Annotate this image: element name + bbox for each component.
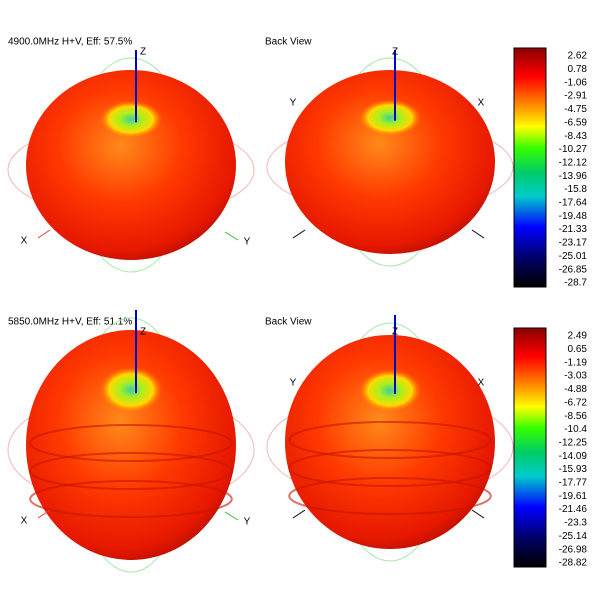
scale-label: -12.12 xyxy=(559,157,588,168)
scale-label: 0.65 xyxy=(568,344,588,355)
scale-label: -17.64 xyxy=(559,198,588,209)
scale-label: -21.46 xyxy=(559,504,588,515)
scale-label: -6.72 xyxy=(564,397,587,408)
axis-label: Z xyxy=(392,327,398,338)
scale-label: -19.48 xyxy=(559,211,588,222)
scale-label: -26.85 xyxy=(559,264,588,275)
scale-label: 2.49 xyxy=(568,331,588,342)
scale-label: -28.82 xyxy=(559,558,588,569)
scale-label: -6.59 xyxy=(564,117,587,128)
pattern-null xyxy=(358,369,422,413)
scale-label: -26.98 xyxy=(559,544,588,555)
axis-label: X xyxy=(478,378,485,389)
axis-stub xyxy=(471,509,485,519)
scale-label: -23.17 xyxy=(559,238,588,249)
pattern-ridge xyxy=(29,480,233,518)
scale-label: -1.06 xyxy=(564,77,587,88)
scale-label: -17.77 xyxy=(559,478,588,489)
axis-label: Y xyxy=(244,237,251,248)
color-bar xyxy=(513,327,547,568)
panel-title: 4900.0MHz H+V, Eff: 57.5% xyxy=(8,37,132,48)
panel-title: 5850.0MHz H+V, Eff: 51.1% xyxy=(8,317,132,328)
axis-stub xyxy=(292,509,306,519)
scale-label: 2.62 xyxy=(568,51,588,62)
scale-label: -19.61 xyxy=(559,491,588,502)
axis-label: X xyxy=(21,516,28,527)
axis-label: Z xyxy=(392,47,398,58)
view-label: Back View xyxy=(265,37,312,48)
scale-label: -1.19 xyxy=(564,357,587,368)
scale-label: -15.93 xyxy=(559,464,588,475)
scale-label: -21.33 xyxy=(559,224,588,235)
scale-label: -13.96 xyxy=(559,171,588,182)
x-axis xyxy=(37,509,51,519)
pattern-null xyxy=(358,99,422,137)
pattern-ridge xyxy=(29,424,233,462)
scale-label: 0.78 xyxy=(568,64,588,75)
scale-label: -15.8 xyxy=(564,184,587,195)
axis-stub xyxy=(292,229,306,239)
y-axis xyxy=(224,511,239,521)
scale-label: -8.56 xyxy=(564,411,587,422)
scale-label: -25.14 xyxy=(559,531,588,542)
scale-label: -12.25 xyxy=(559,437,588,448)
scale-label: -10.4 xyxy=(564,424,587,435)
scale-label: -8.43 xyxy=(564,131,587,142)
scale-label: -4.75 xyxy=(564,104,587,115)
axis-label: X xyxy=(21,236,28,247)
pattern-lobe xyxy=(26,330,236,560)
scale-label: -28.7 xyxy=(564,278,587,289)
pattern-null xyxy=(99,366,163,413)
axis-stub xyxy=(471,229,485,239)
y-axis xyxy=(224,231,239,241)
axis-label: Z xyxy=(140,327,146,338)
scale-label: -23.3 xyxy=(564,518,587,529)
scale-label: -10.27 xyxy=(559,144,588,155)
scale-label: -3.03 xyxy=(564,371,587,382)
pattern-lobe xyxy=(285,70,495,254)
pattern-lobe xyxy=(26,70,236,260)
pattern-lobe xyxy=(285,335,495,549)
pattern-null xyxy=(99,100,163,139)
axis-label: Y xyxy=(290,98,297,109)
x-axis xyxy=(37,229,51,239)
axis-label: Y xyxy=(244,517,251,528)
scale-label: -2.91 xyxy=(564,91,587,102)
pattern-ridge xyxy=(288,421,492,459)
scale-label: -14.09 xyxy=(559,451,588,462)
axis-label: X xyxy=(478,98,485,109)
scale-label: -4.88 xyxy=(564,384,587,395)
pattern-ridge xyxy=(29,452,233,490)
view-label: Back View xyxy=(265,317,312,328)
color-bar xyxy=(513,47,547,288)
scale-label: -25.01 xyxy=(559,251,588,262)
axis-label: Z xyxy=(140,47,146,58)
pattern-ridge xyxy=(288,449,492,487)
pattern-ridge xyxy=(288,477,492,515)
axis-label: Y xyxy=(290,378,297,389)
